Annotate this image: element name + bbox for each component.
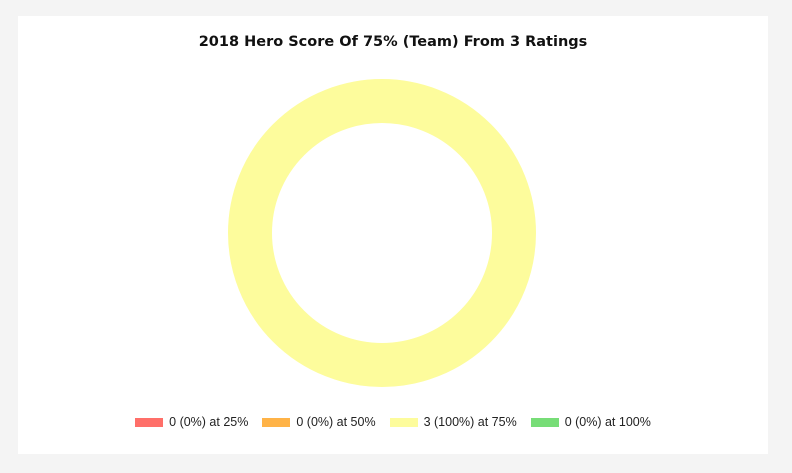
legend-swatch-25 — [135, 417, 164, 427]
legend-item-25[interactable]: 0 (0%) at 25% — [135, 415, 248, 429]
legend-item-50[interactable]: 0 (0%) at 50% — [262, 415, 376, 429]
chart-legend: 0 (0%) at 25% 0 (0%) at 50% 3 (100%) at … — [18, 415, 768, 429]
legend-swatch-50 — [262, 417, 291, 427]
donut-slice-75[interactable] — [228, 79, 536, 387]
legend-swatch-75 — [389, 417, 418, 427]
legend-item-75[interactable]: 3 (100%) at 75% — [389, 415, 517, 429]
chart-title: 2018 Hero Score Of 75% (Team) From 3 Rat… — [198, 34, 588, 50]
chart-panel: 2018 Hero Score Of 75% (Team) From 3 Rat… — [18, 16, 768, 454]
legend-label-100: 0 (0%) at 100% — [564, 415, 651, 429]
donut-chart — [228, 79, 536, 387]
legend-item-100[interactable]: 0 (0%) at 100% — [530, 415, 651, 429]
legend-swatch-100 — [530, 417, 559, 427]
legend-label-50: 0 (0%) at 50% — [296, 415, 376, 429]
legend-label-25: 0 (0%) at 25% — [169, 415, 249, 429]
legend-label-75: 3 (100%) at 75% — [423, 415, 517, 429]
